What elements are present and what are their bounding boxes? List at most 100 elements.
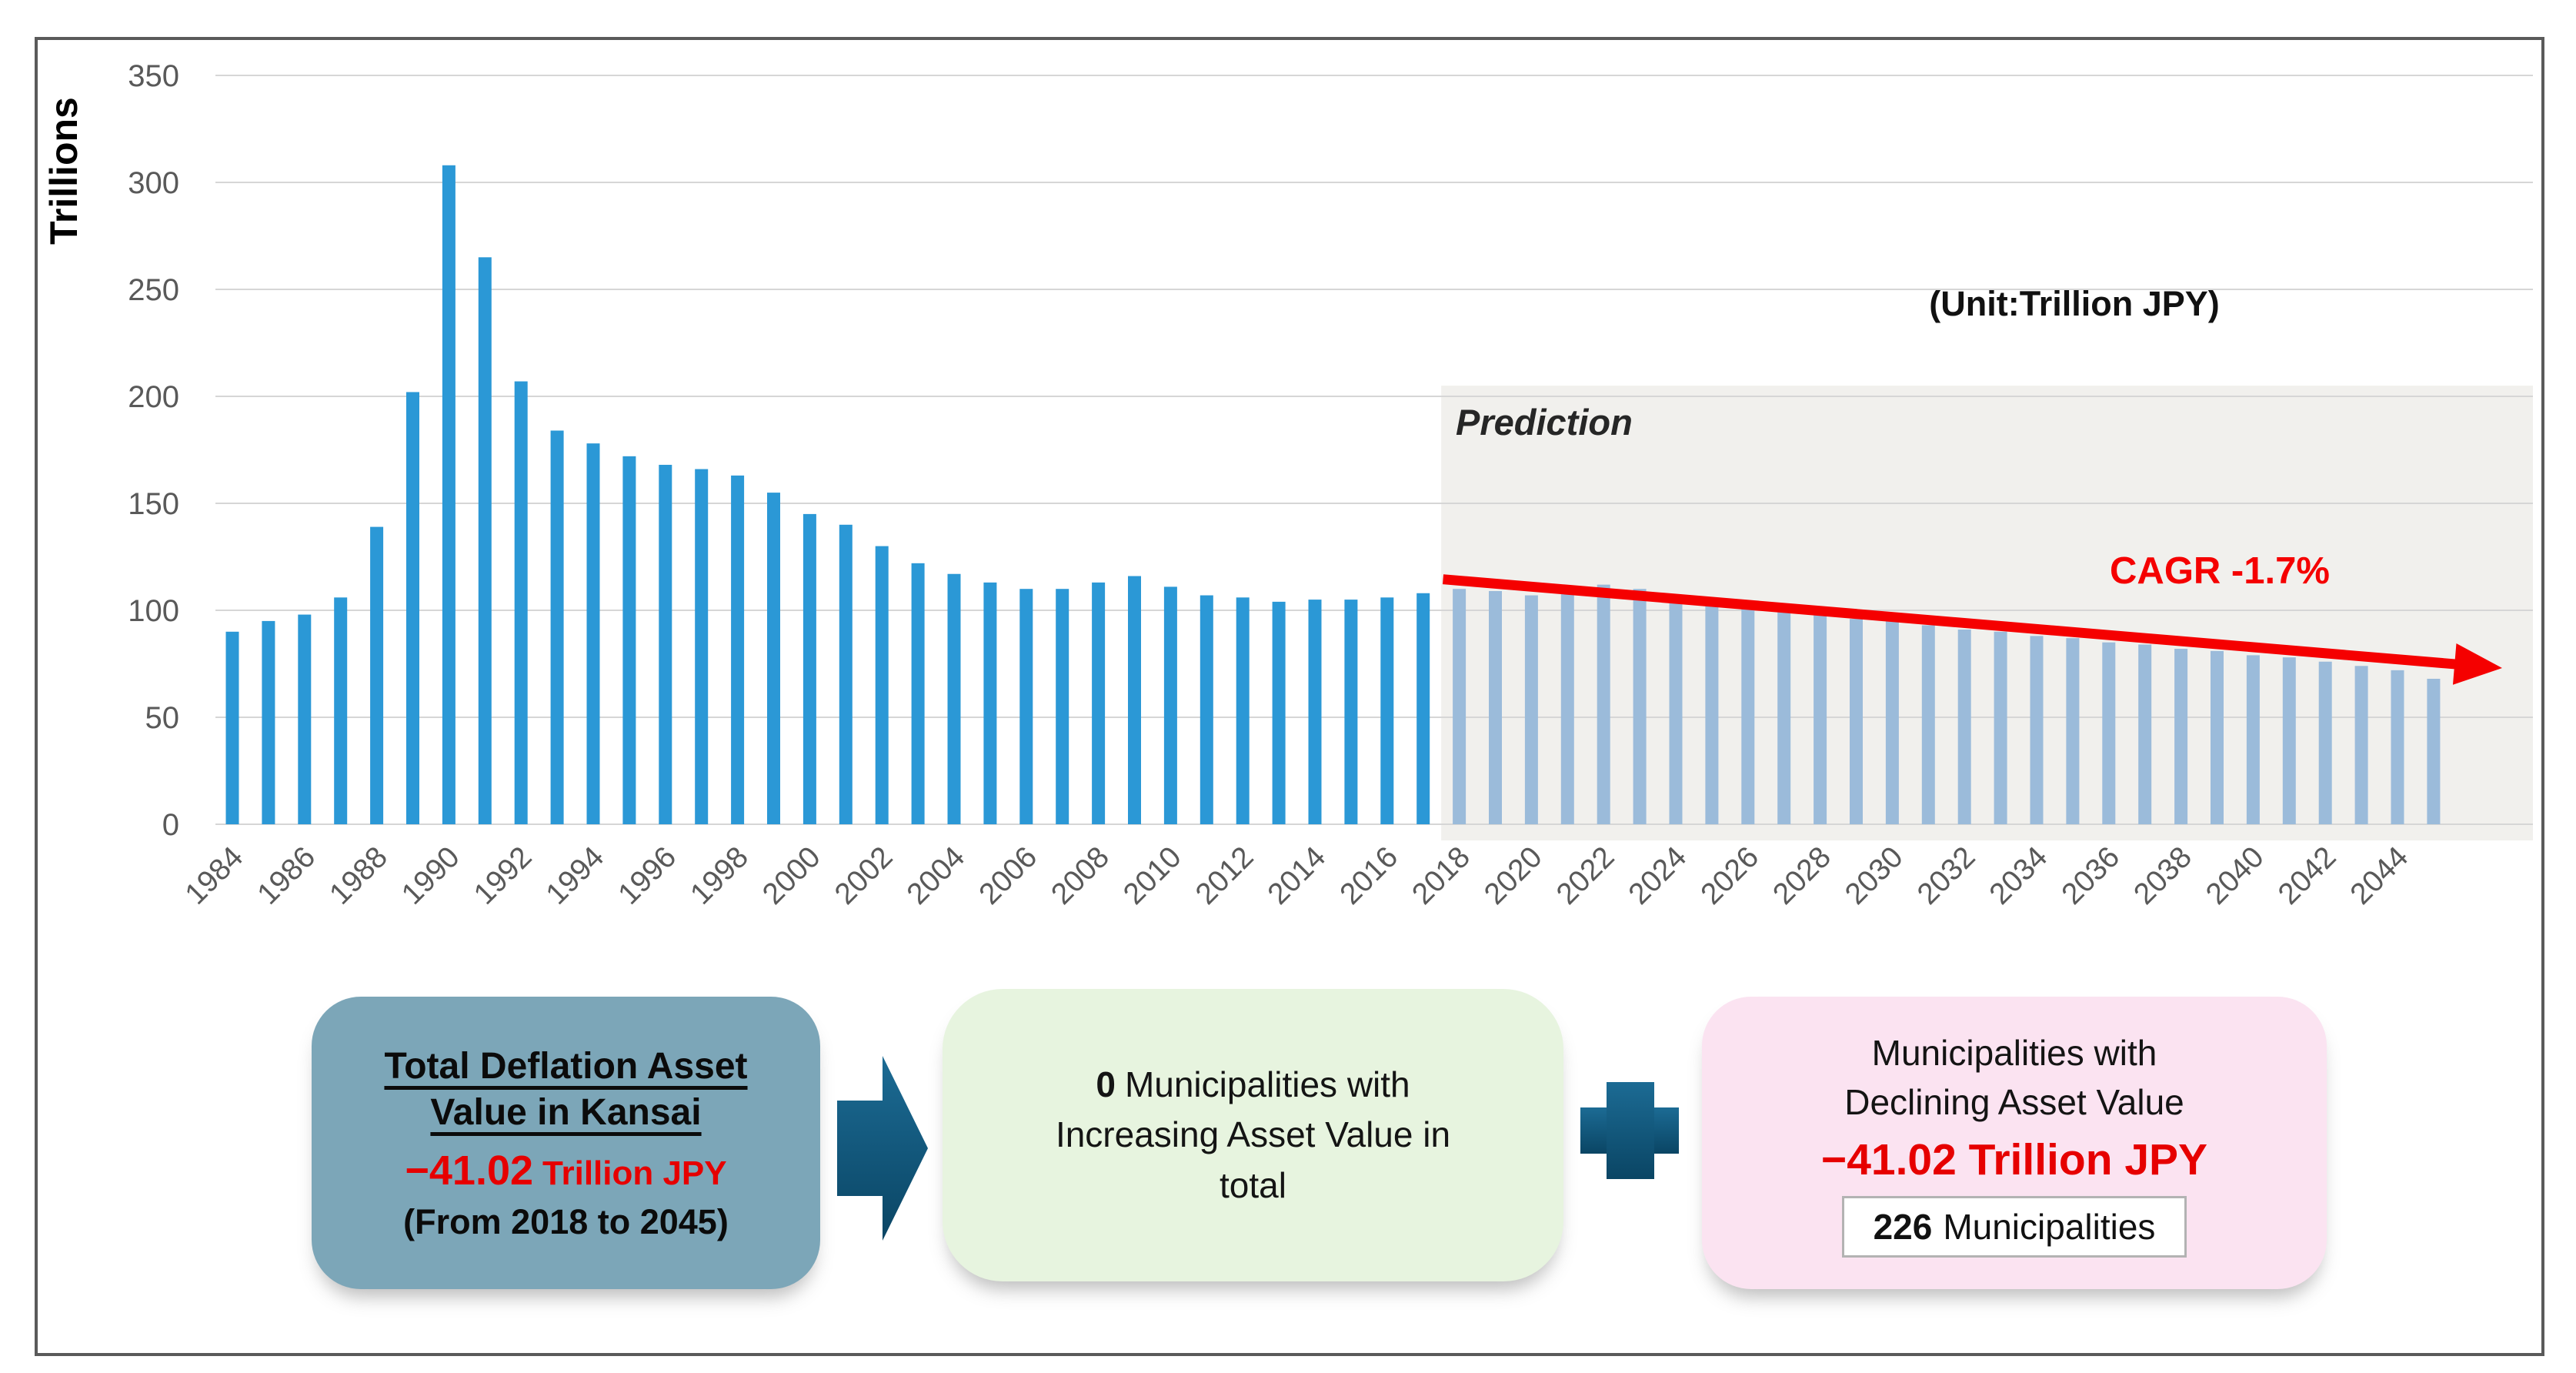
increase-summary-box: 0 Municipalities with Increasing Asset Va…: [943, 989, 1563, 1281]
bar-2006: [1019, 589, 1033, 824]
decline-box-line1: Municipalities with: [1871, 1032, 2157, 1073]
bar-2034: [2030, 636, 2044, 824]
deflation-summary-box: Total Deflation Asset Value in Kansai −4…: [312, 997, 820, 1289]
bar-2041: [2282, 657, 2296, 824]
bar-2039: [2211, 650, 2224, 824]
decline-value: −41.02 Trillion JPY: [1820, 1135, 2208, 1185]
bar-2031: [1921, 625, 1935, 824]
y-tick-label-250: 250: [128, 273, 179, 307]
outer-frame: [35, 37, 2544, 1356]
bar-2021: [1560, 589, 1574, 824]
deflation-title-line1: Total Deflation Asset: [384, 1046, 748, 1087]
bar-1993: [550, 430, 564, 824]
bar-2012: [1236, 597, 1250, 824]
deflation-value-number: −41.02: [405, 1148, 534, 1194]
bar-2019: [1489, 590, 1502, 824]
bar-2033: [1994, 631, 2007, 824]
prediction-label: Prediction: [1456, 402, 1633, 443]
right-arrow-icon: [837, 1056, 928, 1241]
bar-2011: [1200, 595, 1213, 824]
bar-2042: [2318, 661, 2332, 824]
bar-2024: [1669, 595, 1683, 824]
right-arrow-shape: [837, 1056, 928, 1241]
municipality-count: 226: [1873, 1207, 1933, 1248]
y-tick-label-350: 350: [128, 59, 179, 93]
bar-2032: [1957, 630, 1971, 824]
bar-2043: [2354, 666, 2368, 824]
bar-2040: [2246, 655, 2260, 824]
bar-2038: [2174, 649, 2188, 824]
bar-2045: [2427, 678, 2441, 824]
increase-box-line1: 0 Municipalities with: [1096, 1060, 1410, 1110]
bar-1988: [370, 526, 384, 824]
bar-2009: [1128, 576, 1141, 824]
decline-summary-box: Municipalities with Declining Asset Valu…: [1702, 997, 2327, 1289]
bar-1989: [406, 392, 419, 824]
bar-2037: [2138, 644, 2152, 824]
plus-icon: [1580, 1082, 1679, 1179]
bar-1991: [478, 257, 492, 824]
bar-2001: [839, 524, 853, 824]
trend-arrowhead: [2452, 643, 2503, 685]
bar-2036: [2102, 642, 2116, 824]
cagr-label: CAGR -1.7%: [2110, 550, 2330, 592]
bar-2018: [1453, 589, 1467, 824]
deflation-value: −41.02 Trillion JPY: [405, 1147, 726, 1194]
bar-1984: [225, 631, 239, 824]
bar-2005: [983, 582, 997, 824]
y-tick-label-100: 100: [128, 594, 179, 628]
bar-2028: [1814, 614, 1827, 824]
decline-box-line2: Declining Asset Value: [1844, 1082, 2184, 1122]
bar-1990: [442, 165, 455, 824]
bar-2004: [947, 573, 961, 824]
bar-1994: [586, 443, 600, 824]
bar-2000: [802, 513, 816, 824]
bar-1998: [731, 475, 745, 824]
bar-2015: [1344, 600, 1358, 824]
bar-2007: [1056, 589, 1069, 824]
deflation-period: (From 2018 to 2045): [403, 1202, 729, 1241]
bar-1992: [514, 381, 528, 824]
bar-2016: [1380, 597, 1394, 824]
bar-1985: [262, 620, 275, 824]
bar-2023: [1633, 589, 1647, 824]
bar-2044: [2391, 670, 2404, 824]
increase-box-line3: total: [1220, 1164, 1286, 1205]
bar-2010: [1163, 586, 1177, 824]
prediction-region: [1441, 386, 2533, 841]
bar-1987: [334, 597, 348, 824]
municipality-count-label: Municipalities: [1943, 1207, 2156, 1248]
y-tick-label-200: 200: [128, 380, 179, 414]
increase-box-line2: Increasing Asset Value in: [1055, 1114, 1451, 1155]
y-tick-label-50: 50: [145, 701, 180, 735]
bar-1997: [695, 469, 709, 824]
increase-count: 0: [1096, 1064, 1116, 1105]
y-tick-label-0: 0: [162, 808, 179, 842]
bar-1995: [622, 456, 636, 824]
bar-1996: [659, 464, 672, 824]
bar-1986: [298, 614, 312, 824]
bar-2020: [1524, 595, 1538, 824]
deflation-box-title: Total Deflation Asset Value in Kansai: [384, 1044, 747, 1136]
deflation-value-unit: Trillion JPY: [542, 1154, 727, 1192]
bar-2029: [1850, 619, 1863, 824]
deflation-title-line2: Value in Kansai: [430, 1092, 702, 1133]
y-axis-title: Trillions: [42, 97, 85, 245]
bar-2002: [875, 546, 889, 824]
bar-2035: [2066, 638, 2080, 824]
trend-line: [1442, 574, 2471, 671]
bar-2014: [1308, 600, 1322, 824]
y-tick-label-150: 150: [128, 487, 179, 521]
bar-2025: [1705, 601, 1719, 824]
municipality-count-box: 226 Municipalities: [1841, 1196, 2187, 1258]
increase-line1-text: Municipalities with: [1124, 1064, 1410, 1105]
bar-2027: [1777, 610, 1791, 824]
y-tick-label-300: 300: [128, 166, 179, 200]
bar-2022: [1597, 584, 1610, 824]
bar-2003: [911, 563, 925, 824]
plus-vertical-bar: [1607, 1082, 1654, 1179]
unit-note: (Unit:Trillion JPY): [1929, 284, 2220, 323]
bar-2030: [1885, 620, 1899, 824]
